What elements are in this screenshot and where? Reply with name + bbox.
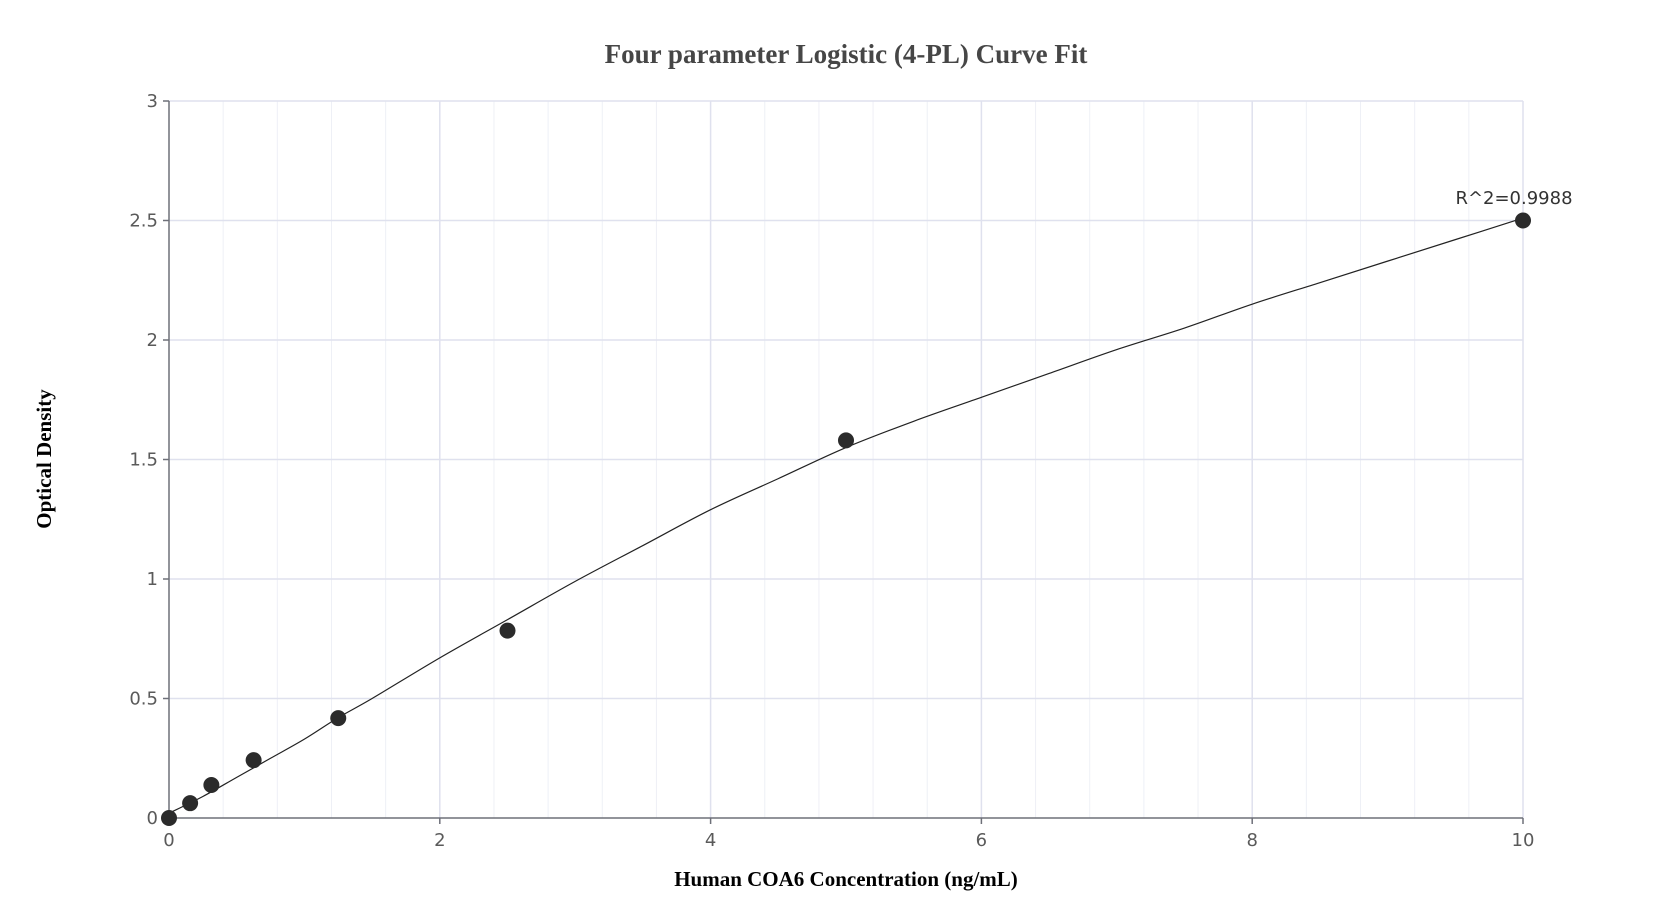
y-tick-label: 2 bbox=[147, 330, 158, 351]
y-axis-label: Optical Density bbox=[32, 389, 56, 529]
chart-title: Four parameter Logistic (4-PL) Curve Fit bbox=[605, 39, 1088, 69]
r-squared-annotation: R^2=0.9988 bbox=[1455, 188, 1572, 209]
data-point bbox=[182, 795, 199, 812]
data-point bbox=[203, 777, 220, 794]
y-tick-label: 2.5 bbox=[129, 211, 158, 232]
x-tick-label: 10 bbox=[1512, 830, 1535, 851]
data-point bbox=[330, 710, 347, 727]
data-point bbox=[161, 810, 177, 826]
y-tick-label: 0 bbox=[147, 808, 158, 829]
y-tick-label: 0.5 bbox=[129, 689, 158, 710]
data-point bbox=[838, 432, 854, 449]
x-tick-label: 2 bbox=[434, 830, 445, 851]
y-tick-label: 1 bbox=[147, 569, 158, 590]
x-tick-label: 6 bbox=[976, 830, 987, 851]
x-tick-label: 4 bbox=[705, 830, 716, 851]
data-point bbox=[499, 622, 516, 639]
y-tick-label: 3 bbox=[147, 91, 158, 112]
data-point bbox=[1515, 212, 1531, 229]
axes bbox=[163, 100, 1524, 824]
fit-curve bbox=[168, 217, 1524, 814]
y-tick-label: 1.5 bbox=[129, 450, 158, 471]
data-point bbox=[245, 752, 262, 769]
tick-labels: 0 2 4 6 8 10 0 0.5 1 1.5 2 2.5 3 bbox=[129, 91, 1534, 851]
x-tick-label: 0 bbox=[163, 830, 174, 851]
grid bbox=[169, 100, 1524, 818]
fit-curve-layer bbox=[168, 217, 1524, 814]
x-axis-label: Human COA6 Concentration (ng/mL) bbox=[674, 867, 1018, 891]
data-points-layer bbox=[161, 212, 1531, 826]
x-tick-label: 8 bbox=[1246, 830, 1257, 851]
